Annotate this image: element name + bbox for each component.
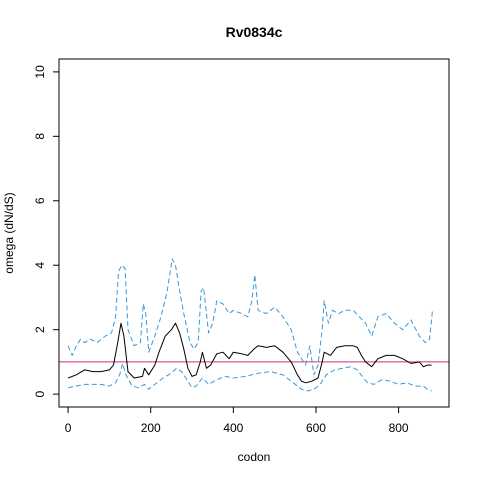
lower-line <box>68 363 432 392</box>
x-tick-label: 800 <box>389 421 409 435</box>
y-tick-label: 8 <box>33 133 47 140</box>
upper-line <box>67 258 433 376</box>
y-axis-label: omega (dN/dS) <box>2 192 16 273</box>
y-tick-label: 2 <box>33 326 47 333</box>
x-tick-label: 400 <box>223 421 243 435</box>
y-tick-label: 6 <box>33 197 47 204</box>
plot-frame <box>58 58 450 408</box>
y-tick-label: 4 <box>33 262 47 269</box>
x-tick-label: 600 <box>306 421 326 435</box>
x-axis-label: codon <box>238 450 271 464</box>
y-tick-label: 10 <box>33 65 47 79</box>
y-tick-label: 0 <box>33 390 47 397</box>
chart-title: Rv0834c <box>226 24 283 40</box>
x-tick-label: 200 <box>141 421 161 435</box>
x-tick-label: 0 <box>65 421 72 435</box>
estimate-line <box>67 322 432 384</box>
plot-series <box>59 258 449 392</box>
